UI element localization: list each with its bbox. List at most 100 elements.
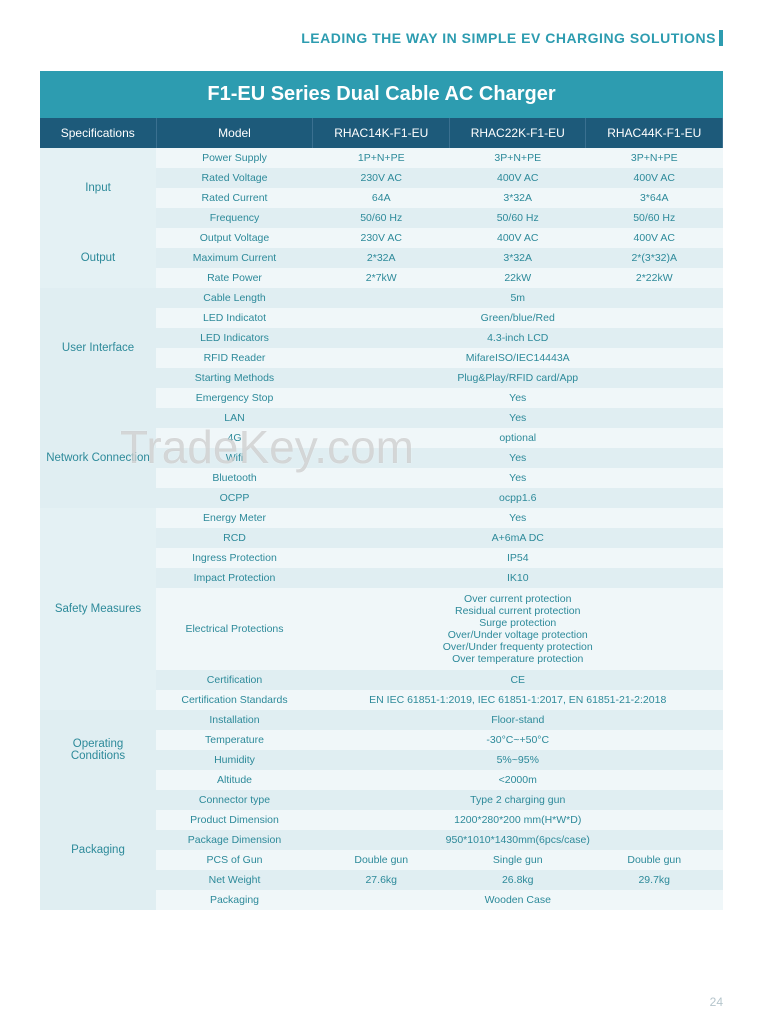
spec-value: 50/60 Hz — [313, 208, 450, 228]
table-row: Network ConnectionLANYes — [40, 408, 723, 428]
col-m2: RHAC22K-F1-EU — [449, 118, 586, 148]
col-m3: RHAC44K-F1-EU — [586, 118, 723, 148]
spec-value: 400V AC — [586, 168, 723, 188]
spec-value: Yes — [313, 508, 723, 528]
spec-label: Emergency Stop — [156, 388, 313, 408]
spec-value: 4.3-inch LCD — [313, 328, 723, 348]
spec-value: 400V AC — [586, 228, 723, 248]
spec-label: PCS of Gun — [156, 850, 313, 870]
spec-value: IP54 — [313, 548, 723, 568]
spec-value: ocpp1.6 — [313, 488, 723, 508]
spec-label: Certification Standards — [156, 690, 313, 710]
page-header: LEADING THE WAY IN SIMPLE EV CHARGING SO… — [40, 30, 723, 46]
spec-value: 22kW — [449, 268, 586, 288]
spec-value: MifareISO/IEC14443A — [313, 348, 723, 368]
spec-label: Power Supply — [156, 148, 313, 168]
spec-label: Electrical Protections — [156, 588, 313, 670]
spec-value: Green/blue/Red — [313, 308, 723, 328]
spec-label: OCPP — [156, 488, 313, 508]
spec-label: Starting Methods — [156, 368, 313, 388]
spec-value: EN IEC 61851-1:2019, IEC 61851-1:2017, E… — [313, 690, 723, 710]
spec-label: Packaging — [156, 890, 313, 910]
spec-label: Net Weight — [156, 870, 313, 890]
spec-value: 64A — [313, 188, 450, 208]
cat-output: Output — [40, 228, 156, 288]
spec-label: Wifi — [156, 448, 313, 468]
spec-label: Package Dimension — [156, 830, 313, 850]
spec-value: Yes — [313, 468, 723, 488]
spec-value: optional — [313, 428, 723, 448]
spec-value: Wooden Case — [313, 890, 723, 910]
cat-safety: Safety Measures — [40, 508, 156, 710]
spec-value: 1200*280*200 mm(H*W*D) — [313, 810, 723, 830]
table-row: InputPower Supply1P+N+PE3P+N+PE3P+N+PE — [40, 148, 723, 168]
spec-value: 950*1010*1430mm(6pcs/case) — [313, 830, 723, 850]
spec-value: 1P+N+PE — [313, 148, 450, 168]
table-row: OutputOutput Voltage230V AC400V AC400V A… — [40, 228, 723, 248]
spec-label: Output Voltage — [156, 228, 313, 248]
spec-label: Bluetooth — [156, 468, 313, 488]
spec-value: 50/60 Hz — [449, 208, 586, 228]
spec-value: Yes — [313, 388, 723, 408]
spec-value: Over current protectionResidual current … — [313, 588, 723, 670]
spec-label: 4G — [156, 428, 313, 448]
spec-value: 230V AC — [313, 228, 450, 248]
spec-value: Floor-stand — [313, 710, 723, 730]
table-row: Safety MeasuresEnergy MeterYes — [40, 508, 723, 528]
spec-value: 2*(3*32)A — [586, 248, 723, 268]
spec-value: 29.7kg — [586, 870, 723, 890]
cat-network: Network Connection — [40, 408, 156, 508]
spec-value: A+6mA DC — [313, 528, 723, 548]
product-title: F1-EU Series Dual Cable AC Charger — [40, 71, 723, 118]
spec-value: 27.6kg — [313, 870, 450, 890]
spec-label: Rate Power — [156, 268, 313, 288]
table-row: PackagingConnector typeType 2 charging g… — [40, 790, 723, 810]
cat-ui: User Interface — [40, 288, 156, 408]
spec-label: Humidity — [156, 750, 313, 770]
spec-table: Specifications Model RHAC14K-F1-EU RHAC2… — [40, 118, 723, 910]
spec-value: -30°C~+50°C — [313, 730, 723, 750]
spec-value: 3P+N+PE — [449, 148, 586, 168]
spec-label: Connector type — [156, 790, 313, 810]
spec-value: 3*32A — [449, 248, 586, 268]
spec-value: Single gun — [449, 850, 586, 870]
table-row: Operating ConditionsInstallationFloor-st… — [40, 710, 723, 730]
spec-label: Maximum Current — [156, 248, 313, 268]
cat-packaging: Packaging — [40, 790, 156, 910]
spec-label: Certification — [156, 670, 313, 690]
spec-label: Impact Protection — [156, 568, 313, 588]
spec-label: Rated Voltage — [156, 168, 313, 188]
spec-value: 26.8kg — [449, 870, 586, 890]
spec-value: 3*32A — [449, 188, 586, 208]
col-model: Model — [156, 118, 313, 148]
spec-label: Ingress Protection — [156, 548, 313, 568]
spec-label: Temperature — [156, 730, 313, 750]
spec-value: CE — [313, 670, 723, 690]
spec-value: Double gun — [586, 850, 723, 870]
spec-value: 230V AC — [313, 168, 450, 188]
spec-value: 400V AC — [449, 228, 586, 248]
spec-value: <2000m — [313, 770, 723, 790]
spec-label: Frequency — [156, 208, 313, 228]
col-m1: RHAC14K-F1-EU — [313, 118, 450, 148]
spec-value: Yes — [313, 448, 723, 468]
table-row: User InterfaceCable Length5m — [40, 288, 723, 308]
spec-value: 50/60 Hz — [586, 208, 723, 228]
page-number: 24 — [710, 995, 723, 1009]
spec-label: Rated Current — [156, 188, 313, 208]
spec-value: Double gun — [313, 850, 450, 870]
spec-value: 400V AC — [449, 168, 586, 188]
spec-label: RFID Reader — [156, 348, 313, 368]
spec-label: Energy Meter — [156, 508, 313, 528]
spec-value: 5%~95% — [313, 750, 723, 770]
spec-value: 3P+N+PE — [586, 148, 723, 168]
spec-value: 2*22kW — [586, 268, 723, 288]
spec-value: 3*64A — [586, 188, 723, 208]
spec-label: LED Indicators — [156, 328, 313, 348]
spec-value: Type 2 charging gun — [313, 790, 723, 810]
spec-label: Installation — [156, 710, 313, 730]
spec-label: Cable Length — [156, 288, 313, 308]
spec-value: 5m — [313, 288, 723, 308]
spec-label: LAN — [156, 408, 313, 428]
spec-value: 2*7kW — [313, 268, 450, 288]
